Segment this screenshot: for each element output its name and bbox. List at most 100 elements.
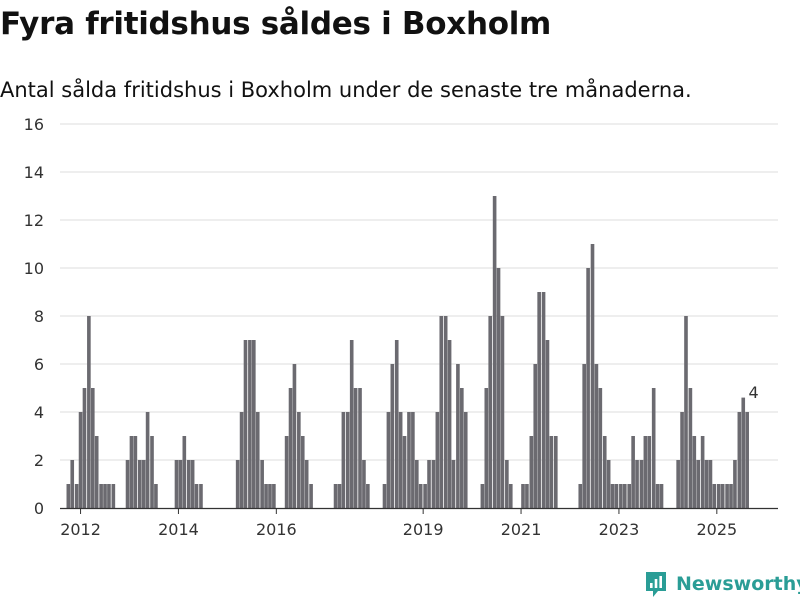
- bar: [651, 388, 656, 508]
- bar: [720, 484, 725, 508]
- bar: [553, 436, 558, 508]
- bar: [480, 484, 485, 508]
- bar: [696, 460, 701, 508]
- bar: [492, 196, 497, 508]
- bar: [529, 436, 534, 508]
- bar: [463, 412, 468, 508]
- bar: [435, 412, 440, 508]
- bar: [402, 436, 407, 508]
- y-tick-label: 8: [34, 307, 44, 326]
- bar: [137, 460, 142, 508]
- bar: [619, 484, 623, 508]
- bar: [414, 460, 419, 508]
- bar: [366, 484, 370, 508]
- bar: [309, 484, 313, 508]
- chart-title: Fyra fritidshus såldes i Boxholm: [0, 6, 552, 42]
- bar: [94, 436, 99, 508]
- bar: [602, 436, 607, 508]
- bar: [349, 340, 354, 508]
- bar: [647, 436, 652, 508]
- bar: [635, 460, 639, 508]
- bar: [272, 484, 276, 508]
- bars: [66, 196, 749, 508]
- bar: [129, 436, 134, 508]
- bar: [174, 460, 179, 508]
- y-tick-label: 4: [34, 403, 44, 422]
- bar: [390, 364, 395, 508]
- bar: [505, 460, 509, 508]
- x-tick-label: 2021: [501, 520, 542, 539]
- newsworthy-logo[interactable]: Newsworthy: [644, 570, 800, 598]
- bar: [655, 484, 660, 508]
- bar: [594, 364, 599, 508]
- bar: [521, 484, 525, 508]
- bar: [82, 388, 87, 508]
- x-tick-label: 2023: [599, 520, 640, 539]
- brand-name: Newsworthy: [676, 573, 800, 595]
- bar: [431, 460, 436, 508]
- bar: [488, 316, 493, 508]
- axes: 0 2 4 6 8 10 12 14 16 2012 2014 2016 2019 2021 2023 202…: [24, 115, 778, 539]
- bar: [688, 388, 693, 508]
- bar: [643, 436, 648, 508]
- bar: [288, 388, 293, 508]
- bar: [598, 388, 603, 508]
- bar: [508, 484, 513, 508]
- bar: [194, 484, 199, 508]
- bar: [537, 292, 541, 508]
- bar: [443, 316, 448, 508]
- bar: [304, 460, 309, 508]
- bar: [729, 484, 733, 508]
- bar: [684, 316, 688, 508]
- bar: [190, 460, 195, 508]
- bar: [243, 340, 248, 508]
- bar: [659, 484, 664, 508]
- bar: [439, 316, 444, 508]
- bar: [676, 460, 680, 508]
- bar: [700, 436, 705, 508]
- bar: [545, 340, 550, 508]
- bar: [70, 460, 75, 508]
- bar: [692, 436, 697, 508]
- bar: [300, 436, 305, 508]
- bar: [90, 388, 95, 508]
- bar: [411, 412, 415, 508]
- bar: [268, 484, 272, 508]
- x-tick-label: 2014: [158, 520, 199, 539]
- bar: [111, 484, 116, 508]
- bar: [107, 484, 111, 508]
- bar: [745, 412, 749, 508]
- bar: [533, 364, 538, 508]
- newsworthy-logo-icon: [646, 572, 666, 597]
- bar: [451, 460, 456, 508]
- bar: [447, 340, 452, 508]
- bar: [484, 388, 489, 508]
- bar: [353, 388, 358, 508]
- bar: [362, 460, 366, 508]
- bar: [631, 436, 635, 508]
- bar: [398, 412, 403, 508]
- y-tick-label: 0: [34, 499, 44, 518]
- bar: [292, 364, 297, 508]
- chart-subtitle: Antal sålda fritidshus i Boxholm under d…: [0, 78, 692, 102]
- bar: [252, 340, 256, 508]
- bar: [460, 388, 464, 508]
- bar: [590, 244, 595, 508]
- bar: [680, 412, 684, 508]
- bar: [578, 484, 583, 508]
- bar: [87, 316, 91, 508]
- bar: [733, 460, 737, 508]
- bar: [260, 460, 264, 508]
- bar: [610, 484, 615, 508]
- bar: [186, 460, 191, 508]
- bar: [78, 412, 83, 508]
- bar: [333, 484, 338, 508]
- bar: [741, 397, 746, 508]
- bar: [358, 388, 362, 508]
- x-tick-label: 2025: [696, 520, 737, 539]
- bar: [125, 460, 130, 508]
- bar: [627, 484, 632, 508]
- bar: [345, 412, 350, 508]
- bar: [622, 484, 627, 508]
